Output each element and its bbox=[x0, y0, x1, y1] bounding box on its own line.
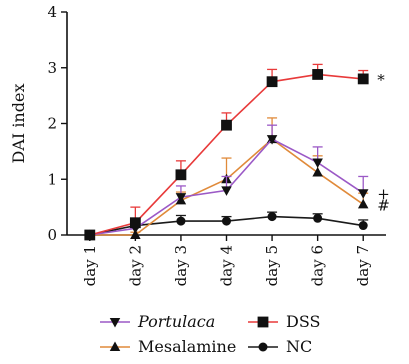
x-tick-label-day-1: day 1 bbox=[81, 245, 99, 286]
annotation-layer: * +# bbox=[377, 71, 390, 214]
x-tick-label-day-2: day 2 bbox=[126, 245, 144, 286]
data-point-portulaca bbox=[312, 158, 323, 169]
legend-marker bbox=[258, 342, 268, 352]
series-layer bbox=[84, 63, 369, 241]
data-point-mesalamine bbox=[357, 198, 369, 209]
y-tick-label: 3 bbox=[47, 59, 57, 77]
legend-item-mesalamine: Mesalamine bbox=[100, 337, 236, 356]
data-point-portulaca bbox=[357, 189, 369, 199]
x-tick-label-day-4: day 4 bbox=[218, 245, 236, 286]
annotation-portulaca: + bbox=[377, 185, 390, 203]
legend: Portulaca Mesalamine DSS NC bbox=[100, 312, 320, 356]
data-point-dss bbox=[221, 119, 232, 131]
y-tick-label: 4 bbox=[47, 3, 57, 21]
y-tick-label: 0 bbox=[47, 226, 57, 244]
series-dss bbox=[84, 63, 369, 241]
x-tick-label-day-7: day 7 bbox=[354, 245, 372, 286]
legend-label: NC bbox=[286, 337, 312, 356]
data-point-dss bbox=[175, 169, 187, 181]
y-axis-title: DAI index bbox=[9, 84, 28, 164]
legend-marker bbox=[109, 341, 121, 351]
data-point-dss bbox=[129, 217, 141, 229]
data-point-dss bbox=[84, 229, 96, 241]
data-point-dss bbox=[357, 73, 369, 85]
legend-item-portulaca: Portulaca bbox=[100, 312, 215, 331]
series-line-dss bbox=[89, 73, 364, 236]
legend-item-nc: NC bbox=[248, 337, 312, 356]
x-tick-label-day-5: day 5 bbox=[263, 245, 281, 286]
legend-label: DSS bbox=[286, 312, 320, 331]
data-point-portulaca bbox=[221, 186, 232, 196]
data-point-portulaca bbox=[175, 193, 187, 203]
annotation-dss: * bbox=[377, 71, 385, 89]
x-tick-label-day-6: day 6 bbox=[309, 245, 327, 286]
data-point-nc bbox=[176, 216, 186, 226]
legend-marker bbox=[109, 318, 121, 328]
data-point-dss bbox=[312, 69, 324, 80]
axes: 0 1 2 3 4 DAI index day 1 day 2 day 3 day 4 day 5 d… bbox=[9, 3, 386, 286]
legend-marker bbox=[257, 316, 269, 328]
data-point-nc bbox=[358, 221, 368, 231]
data-point-mesalamine bbox=[312, 167, 323, 177]
annotation-mesalamine: # bbox=[377, 196, 390, 214]
data-point-nc bbox=[313, 213, 323, 223]
data-point-dss bbox=[266, 76, 278, 88]
data-point-portulaca bbox=[266, 135, 278, 145]
data-point-mesalamine bbox=[130, 229, 141, 239]
y-tick-label: 2 bbox=[47, 115, 57, 133]
legend-label: Mesalamine bbox=[138, 337, 236, 356]
legend-label: Portulaca bbox=[137, 312, 215, 331]
data-point-nc bbox=[222, 216, 231, 226]
data-point-nc bbox=[267, 212, 277, 222]
x-tick-label-day-3: day 3 bbox=[172, 245, 190, 286]
y-tick-label: 1 bbox=[47, 170, 57, 188]
legend-item-dss: DSS bbox=[248, 312, 320, 331]
